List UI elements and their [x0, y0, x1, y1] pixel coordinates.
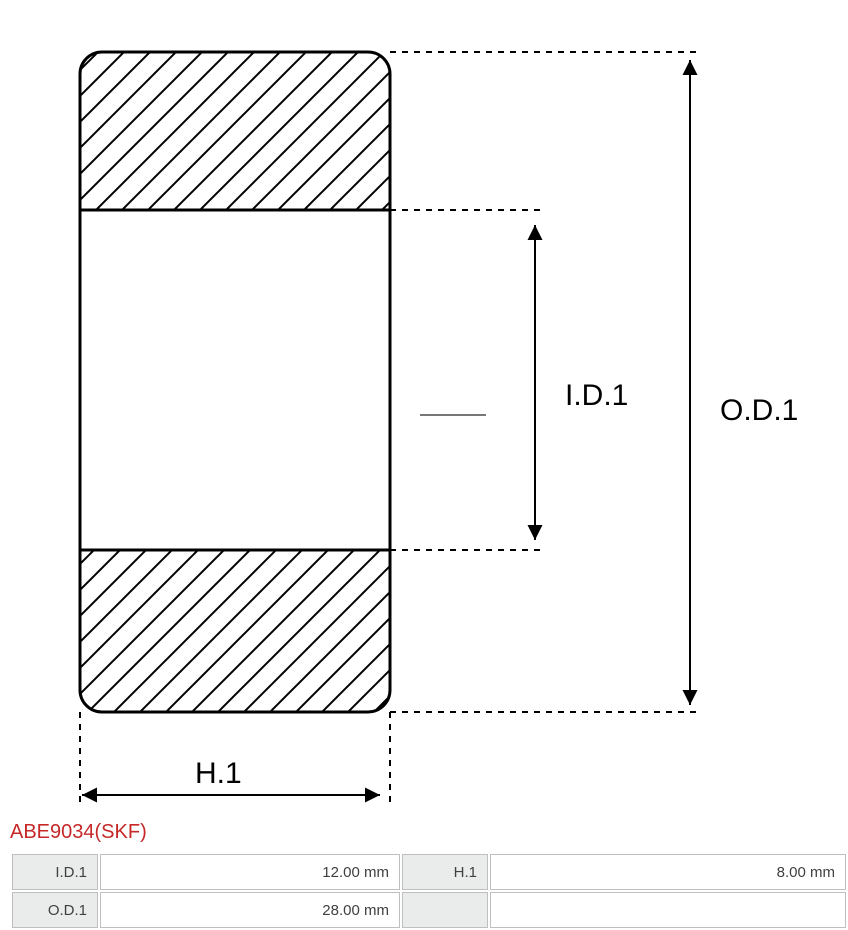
part-number-title: ABE9034(SKF) — [10, 821, 848, 844]
spec-value: 28.00 mm — [100, 892, 400, 928]
wall-top-hatch — [80, 52, 390, 210]
spec-key: O.D.1 — [12, 892, 98, 928]
table-row: I.D.1 12.00 mm H.1 8.00 mm — [12, 854, 846, 890]
wall-bottom-hatch — [80, 550, 390, 712]
diagram-svg: I.D.1 O.D.1 H.1 — [10, 10, 838, 810]
spec-key: H.1 — [402, 854, 488, 890]
specs-table: I.D.1 12.00 mm H.1 8.00 mm O.D.1 28.00 m… — [10, 852, 848, 930]
label-id1: I.D.1 — [565, 379, 628, 412]
label-od1: O.D.1 — [720, 394, 798, 427]
spec-value: 12.00 mm — [100, 854, 400, 890]
spec-key — [402, 892, 488, 928]
table-row: O.D.1 28.00 mm — [12, 892, 846, 928]
spec-key: I.D.1 — [12, 854, 98, 890]
bushing-cross-section-diagram: I.D.1 O.D.1 H.1 — [10, 10, 838, 815]
spec-value: 8.00 mm — [490, 854, 846, 890]
spec-value — [490, 892, 846, 928]
label-h1: H.1 — [195, 757, 242, 790]
